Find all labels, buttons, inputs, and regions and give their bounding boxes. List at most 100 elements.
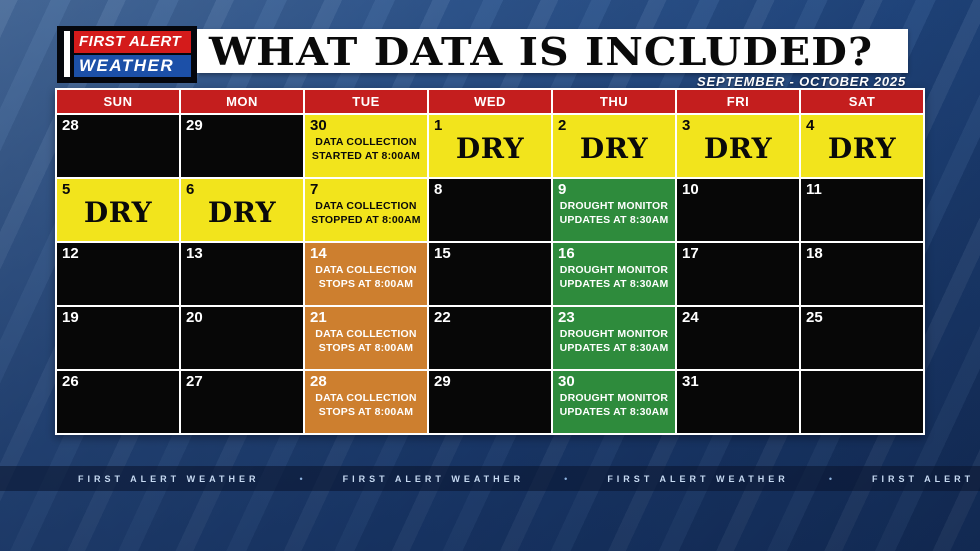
calendar-cell-26: 26 (57, 371, 179, 433)
calendar-cell-27: 27 (181, 371, 303, 433)
cell-note: DATA COLLECTION STOPS AT 8:00AM (315, 264, 417, 290)
day-number: 11 (806, 181, 822, 198)
calendar-cell-12: 12 (57, 243, 179, 305)
calendar-cell-4: 4 DRY (801, 115, 923, 177)
day-number: 31 (682, 373, 699, 390)
day-number: 29 (434, 373, 451, 390)
calendar-cell-8: 8 (429, 179, 551, 241)
day-number: 15 (434, 245, 451, 262)
calendar-cell-15: 15 (429, 243, 551, 305)
date-range-label: SEPTEMBER - OCTOBER 2025 (697, 74, 906, 89)
day-number: 21 (310, 309, 327, 326)
calendar-cell-10: 10 (677, 179, 799, 241)
day-number: 8 (434, 181, 443, 198)
calendar-cell-3: 3 DRY (677, 115, 799, 177)
dry-label: DRY (827, 131, 897, 165)
day-number: 6 (186, 181, 195, 198)
dry-label: DRY (83, 195, 153, 229)
calendar-cell-13: 13 (181, 243, 303, 305)
calendar-cell-17: 17 (677, 243, 799, 305)
ticker-text: FIRST ALERT WEATHER (607, 473, 789, 484)
day-number: 17 (682, 245, 699, 262)
calendar-cell-11: 11 (801, 179, 923, 241)
calendar-cell-14: 14 DATA COLLECTION STOPS AT 8:00AM (305, 243, 427, 305)
ticker-separator: • (828, 473, 832, 484)
day-number: 18 (806, 245, 823, 262)
day-number: 25 (806, 309, 823, 326)
title-banner: WHAT DATA IS INCLUDED? (197, 28, 908, 74)
cell-note: DATA COLLECTION STOPS AT 8:00AM (315, 392, 417, 418)
calendar-cell-7: 7 DATA COLLECTION STOPPED AT 8:00AM (305, 179, 427, 241)
calendar-cell-30: 30 DROUGHT MONITOR UPDATES AT 8:30AM (553, 371, 675, 433)
ticker-text: FIRST ALERT WEATHER (78, 473, 260, 484)
day-number: 9 (558, 181, 567, 198)
calendar-cell-empty (801, 371, 923, 433)
cell-note: DATA COLLECTION STOPS AT 8:00AM (315, 328, 417, 354)
calendar-cell-28: 28 DATA COLLECTION STOPS AT 8:00AM (305, 371, 427, 433)
logo-first-alert-label: FIRST ALERT (74, 31, 191, 53)
dry-label: DRY (455, 131, 525, 165)
cell-note: DROUGHT MONITOR UPDATES AT 8:30AM (559, 264, 669, 290)
day-number: 23 (558, 309, 575, 326)
weekday-header-sun: SUN (57, 90, 179, 113)
cell-note: DROUGHT MONITOR UPDATES AT 8:30AM (559, 200, 669, 226)
cell-note: DROUGHT MONITOR UPDATES AT 8:30AM (559, 328, 669, 354)
weekday-header-wed: WED (429, 90, 551, 113)
day-number: 20 (186, 309, 203, 326)
calendar-cell-5: 5 DRY (57, 179, 179, 241)
day-number: 2 (558, 117, 567, 134)
day-number: 4 (806, 117, 815, 134)
ticker-bar: FIRST ALERT WEATHER • FIRST ALERT WEATHER •… (0, 466, 980, 491)
calendar-cell-16: 16 DROUGHT MONITOR UPDATES AT 8:30AM (553, 243, 675, 305)
day-number: 10 (682, 181, 699, 198)
day-number: 24 (682, 309, 699, 326)
calendar-grid: SUN MON TUE WED THU FRI SAT 28 29 30 DATA COLLECTI… (55, 88, 925, 435)
ticker-separator: • (564, 473, 568, 484)
calendar-cell-20: 20 (181, 307, 303, 369)
cell-note: DATA COLLECTION STARTED AT 8:00AM (311, 136, 421, 162)
weekday-header-thu: THU (553, 90, 675, 113)
dry-label: DRY (207, 195, 277, 229)
logo-weather-label: WEATHER (74, 55, 191, 77)
day-number: 14 (310, 245, 327, 262)
calendar-cell-31: 31 (677, 371, 799, 433)
weekday-header-mon: MON (181, 90, 303, 113)
dry-label: DRY (579, 131, 649, 165)
day-number: 29 (186, 117, 203, 134)
day-number: 19 (62, 309, 79, 326)
day-number: 30 (310, 117, 327, 134)
day-number: 5 (62, 181, 71, 198)
day-number: 30 (558, 373, 575, 390)
calendar-cell-9: 9 DROUGHT MONITOR UPDATES AT 8:30AM (553, 179, 675, 241)
day-number: 22 (434, 309, 451, 326)
ticker-text: FIRST ALERT WEATHER (871, 473, 980, 484)
logo-text-block: FIRST ALERT WEATHER (74, 31, 191, 77)
calendar-cell-23: 23 DROUGHT MONITOR UPDATES AT 8:30AM (553, 307, 675, 369)
calendar-cell-6: 6 DRY (181, 179, 303, 241)
calendar-cell-1: 1 DRY (429, 115, 551, 177)
first-alert-weather-logo: FIRST ALERT WEATHER (57, 26, 197, 83)
day-number: 7 (310, 181, 319, 198)
calendar-cell-22: 22 (429, 307, 551, 369)
calendar-cell-29: 29 (429, 371, 551, 433)
calendar-cell-21: 21 DATA COLLECTION STOPS AT 8:00AM (305, 307, 427, 369)
calendar-cell-2: 2 DRY (553, 115, 675, 177)
calendar-cell-29: 29 (181, 115, 303, 177)
day-number: 12 (62, 245, 79, 262)
day-number: 1 (434, 117, 443, 134)
day-number: 26 (62, 373, 79, 390)
cell-note: DROUGHT MONITOR UPDATES AT 8:30AM (559, 392, 669, 418)
calendar-cell-24: 24 (677, 307, 799, 369)
day-number: 3 (682, 117, 691, 134)
weekday-header-tue: TUE (305, 90, 427, 113)
weekday-header-fri: FRI (677, 90, 799, 113)
logo-accent-bar (64, 31, 70, 77)
day-number: 16 (558, 245, 575, 262)
calendar-cell-19: 19 (57, 307, 179, 369)
page-title: WHAT DATA IS INCLUDED? (209, 28, 874, 74)
calendar-cell-25: 25 (801, 307, 923, 369)
cell-note: DATA COLLECTION STOPPED AT 8:00AM (311, 200, 421, 226)
day-number: 13 (186, 245, 203, 262)
dry-label: DRY (703, 131, 773, 165)
calendar-cell-28: 28 (57, 115, 179, 177)
